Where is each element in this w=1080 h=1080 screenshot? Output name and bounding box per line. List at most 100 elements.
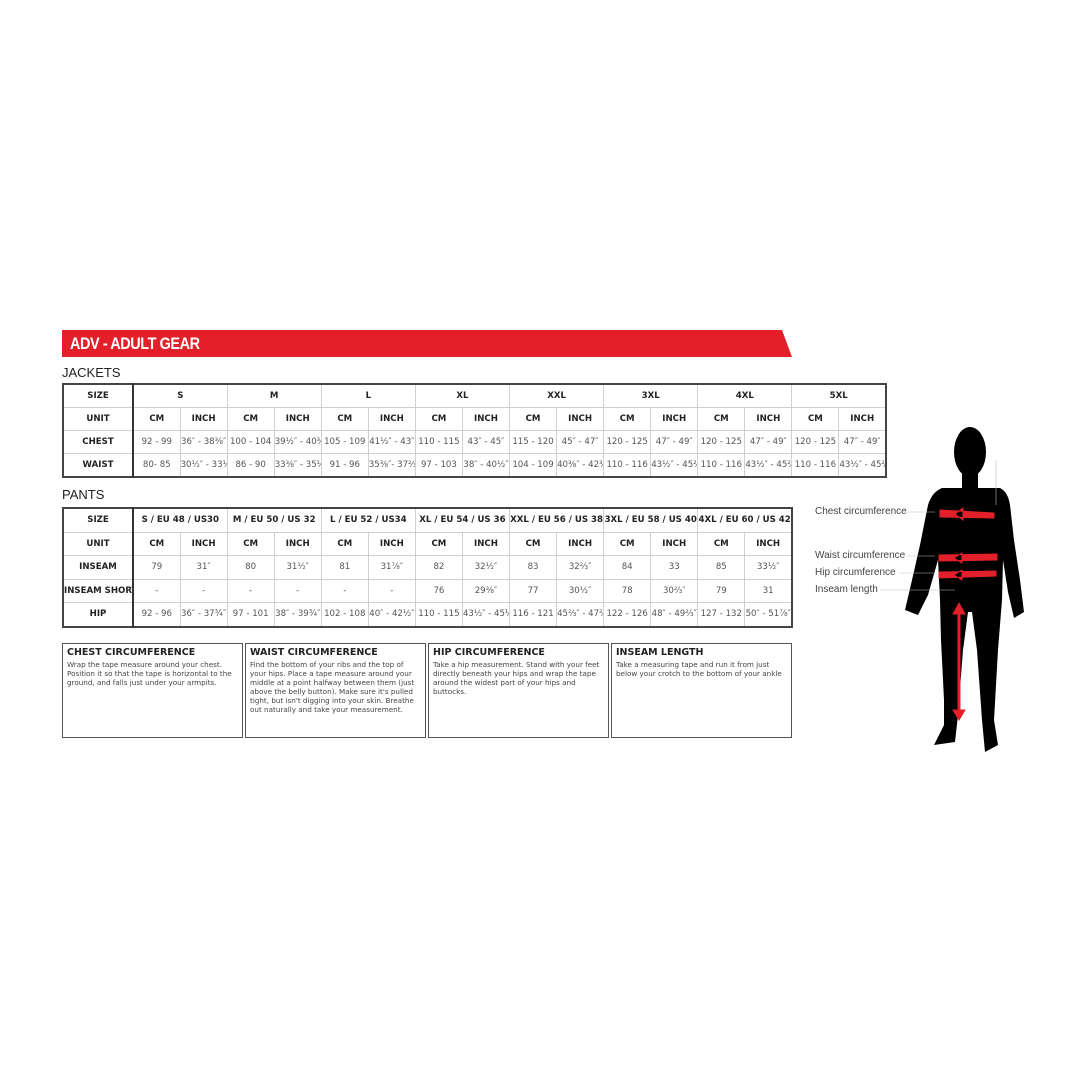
- unit-header: CM: [508, 531, 558, 556]
- table-row: INSEAM 79 31″ 80 31½″ 81 31⅞″ 82 32½″ 83 32⅔″ 84 33 8…: [62, 555, 793, 580]
- size-label: SIZE: [62, 383, 134, 408]
- table-cell: 48″ - 49⅔″: [650, 602, 699, 627]
- table-cell: 43½″ - 45¼″: [461, 602, 511, 627]
- guide-text: Take a measuring tape and run it from ju…: [616, 660, 782, 678]
- table-cell: 78: [603, 578, 652, 603]
- unit-header: INCH: [744, 531, 793, 556]
- table-cell: -: [226, 578, 275, 603]
- guide-text: Find the bottom of your ribs and the top…: [250, 660, 415, 714]
- table-cell: 84: [603, 555, 652, 580]
- size-header: XXL / EU 56 / US 38: [508, 507, 605, 533]
- table-cell: 29⅜″: [461, 578, 511, 603]
- row-label: INSEAM SHORT: [62, 578, 134, 603]
- table-cell: 97 - 101: [226, 602, 275, 627]
- table-cell: 40″ - 42½″: [367, 602, 416, 627]
- size-header: L / EU 52 / US34: [320, 507, 416, 533]
- table-cell: 50″ - 51⅞″: [744, 602, 793, 627]
- jackets-size-table: SIZE S M L XL XXL 3XL 4XL 5XL UNIT CM INCH CM INCH CM I…: [62, 383, 887, 478]
- table-cell: 97 - 103: [414, 453, 463, 478]
- size-header: 5XL: [791, 383, 887, 408]
- table-row: CHEST 92 - 99 36″ - 38⅜″ 100 - 104 39½″ - 40…: [62, 430, 887, 454]
- table-cell: 110 - 116: [603, 453, 652, 478]
- table-cell: 41½″ - 43″: [367, 430, 416, 454]
- unit-header: CM: [320, 531, 369, 556]
- size-row: SIZE S / EU 48 / US30 M / EU 50 / US 32 L /…: [62, 507, 793, 533]
- header-banner: ADV - ADULT GEAR: [62, 330, 792, 357]
- unit-header: INCH: [650, 531, 699, 556]
- table-cell: 120 - 125: [791, 430, 840, 454]
- jackets-heading: JACKETS: [62, 365, 121, 380]
- table-cell: 104 - 109: [508, 453, 558, 478]
- label-waist: Waist circumference: [815, 550, 906, 561]
- guide-title: WAIST CIRCUMFERENCE: [250, 647, 378, 658]
- table-cell: 82: [414, 555, 463, 580]
- unit-header: INCH: [367, 531, 416, 556]
- row-label: CHEST: [62, 430, 134, 454]
- unit-header: INCH: [838, 407, 887, 431]
- table-cell: 36″ - 37¾″: [179, 602, 228, 627]
- unit-header: CM: [697, 407, 746, 431]
- unit-header: INCH: [461, 407, 511, 431]
- table-cell: 120 - 125: [697, 430, 746, 454]
- row-label: HIP: [62, 602, 134, 627]
- hip-marker: [938, 569, 997, 581]
- guide-text: Take a hip measurement. Stand with your …: [433, 660, 600, 696]
- table-cell: -: [132, 578, 181, 603]
- guide-hip: HIP CIRCUMFERENCE Take a hip measurement.…: [428, 643, 609, 738]
- unit-header: INCH: [273, 407, 322, 431]
- size-header: L: [320, 383, 416, 408]
- unit-header: INCH: [179, 531, 228, 556]
- table-cell: -: [320, 578, 369, 603]
- unit-header: CM: [603, 407, 652, 431]
- table-cell: 110 - 115: [414, 602, 463, 627]
- size-header: XL / EU 54 / US 36: [414, 507, 511, 533]
- unit-label: UNIT: [62, 531, 134, 556]
- table-cell: 110 - 115: [414, 430, 463, 454]
- size-header: S: [132, 383, 228, 408]
- guide-waist: WAIST CIRCUMFERENCE Find the bottom of yo…: [245, 643, 426, 738]
- table-cell: 33: [650, 555, 699, 580]
- table-cell: -: [179, 578, 228, 603]
- unit-header: CM: [414, 531, 463, 556]
- table-row: HIP 92 - 96 36″ - 37¾″ 97 - 101 38″ - 39¾″ 10…: [62, 602, 793, 627]
- table-cell: 79: [697, 578, 746, 603]
- guide-title: HIP CIRCUMFERENCE: [433, 647, 545, 658]
- table-cell: 47″ - 49″: [744, 430, 793, 454]
- row-label: INSEAM: [62, 555, 134, 580]
- guide-title: INSEAM LENGTH: [616, 647, 704, 658]
- table-cell: 92 - 99: [132, 430, 181, 454]
- table-cell: -: [367, 578, 416, 603]
- label-inseam: Inseam length: [815, 584, 878, 595]
- table-cell: 80- 85: [132, 453, 181, 478]
- table-cell: 115 - 120: [508, 430, 558, 454]
- table-cell: 33½″: [744, 555, 793, 580]
- unit-row: UNIT CM INCH CM INCH CM INCH CM INCH CM INCH CM INCH…: [62, 531, 793, 556]
- unit-header: INCH: [650, 407, 699, 431]
- table-cell: 81: [320, 555, 369, 580]
- chest-marker: [939, 507, 995, 521]
- size-header: 3XL / EU 58 / US 40: [603, 507, 699, 533]
- table-cell: 122 - 126: [603, 602, 652, 627]
- table-cell: -: [273, 578, 322, 603]
- table-cell: 105 - 109: [320, 430, 369, 454]
- table-cell: 30½″: [556, 578, 605, 603]
- table-cell: 85: [697, 555, 746, 580]
- size-header: 4XL: [697, 383, 793, 408]
- waist-marker: [938, 552, 998, 564]
- table-cell: 30½″ - 33½″: [179, 453, 228, 478]
- table-cell: 31: [744, 578, 793, 603]
- label-hip: Hip circumference: [815, 567, 896, 578]
- table-cell: 47″ - 49″: [838, 430, 887, 454]
- size-header: 3XL: [603, 383, 699, 408]
- table-cell: 92 - 96: [132, 602, 181, 627]
- pants-size-table: SIZE S / EU 48 / US30 M / EU 50 / US 32 L /…: [62, 507, 793, 628]
- size-header: M: [226, 383, 322, 408]
- table-cell: 110 - 116: [697, 453, 746, 478]
- table-cell: 86 - 90: [226, 453, 275, 478]
- silhouette: [905, 427, 1024, 752]
- table-cell: 31½″: [273, 555, 322, 580]
- unit-header: INCH: [556, 531, 605, 556]
- table-cell: 32½″: [461, 555, 511, 580]
- table-cell: 77: [508, 578, 558, 603]
- table-cell: 45″ - 47″: [556, 430, 605, 454]
